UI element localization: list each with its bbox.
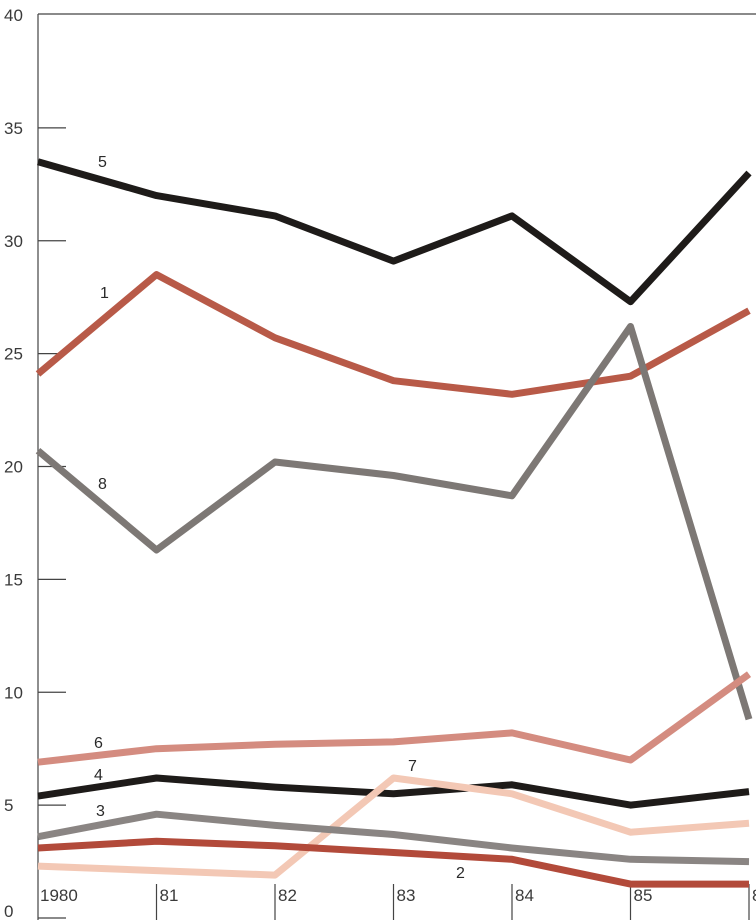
series-label-4: 4 xyxy=(94,767,103,784)
series-line-1 xyxy=(35,271,751,398)
x-tick-label: 86 xyxy=(752,886,756,905)
axes: 05101520253035401980818283848586 xyxy=(4,6,756,920)
series-label-2: 2 xyxy=(456,865,465,882)
x-tick-label: 1980 xyxy=(40,886,78,905)
y-tick-label: 10 xyxy=(4,683,23,702)
y-tick-label: 35 xyxy=(4,119,23,138)
x-tick-label: 83 xyxy=(397,886,416,905)
series-label-1: 1 xyxy=(100,285,109,302)
y-tick-label: 40 xyxy=(4,6,23,25)
series-line-5 xyxy=(37,158,752,306)
y-tick-label: 30 xyxy=(4,232,23,251)
series-labels: 5 1 8 6 4 7 3 2 xyxy=(94,154,465,882)
y-tick-label: 25 xyxy=(4,345,23,364)
x-tick-label: 84 xyxy=(515,886,534,905)
series-line-7 xyxy=(37,774,750,879)
y-tick-label: 5 xyxy=(4,796,13,815)
series-line-2 xyxy=(37,837,749,888)
series-label-3: 3 xyxy=(96,803,105,820)
x-tick-label: 81 xyxy=(160,886,179,905)
series-line-6 xyxy=(37,671,752,766)
series-label-7: 7 xyxy=(408,758,417,775)
x-tick-label: 82 xyxy=(278,886,297,905)
series-label-6: 6 xyxy=(94,735,103,752)
series-line-3 xyxy=(37,810,750,866)
x-tick-label: 85 xyxy=(634,886,653,905)
series-line-8 xyxy=(35,323,753,721)
series-label-8: 8 xyxy=(98,476,107,493)
y-tick-label: 15 xyxy=(4,570,23,589)
series-lines xyxy=(35,158,753,888)
series-line-4 xyxy=(37,774,750,809)
y-tick-label: 0 xyxy=(4,902,13,920)
y-tick-label: 20 xyxy=(4,458,23,477)
series-label-5: 5 xyxy=(98,154,107,171)
